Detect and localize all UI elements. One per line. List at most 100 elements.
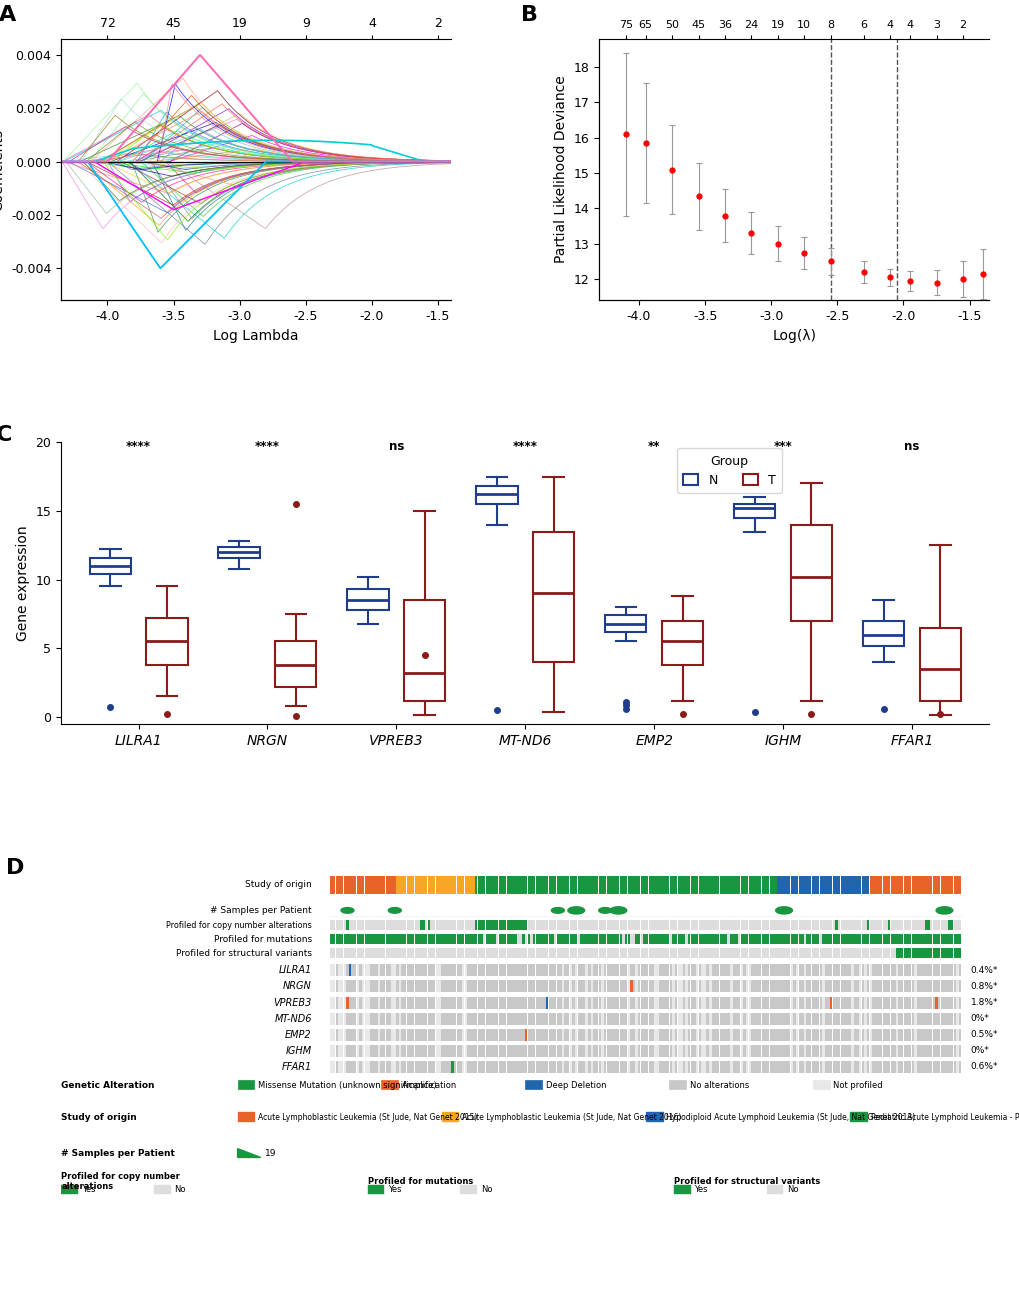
Bar bbox=[506, 981, 508, 992]
Bar bbox=[916, 949, 918, 959]
Bar bbox=[630, 949, 632, 959]
Bar bbox=[730, 1061, 732, 1073]
Bar bbox=[808, 934, 811, 945]
Bar bbox=[388, 1061, 390, 1073]
Bar bbox=[427, 934, 430, 945]
Bar bbox=[577, 1013, 580, 1025]
Bar bbox=[682, 996, 685, 1008]
Bar bbox=[606, 920, 608, 930]
Bar bbox=[625, 1044, 627, 1057]
Bar bbox=[577, 934, 580, 945]
Bar bbox=[848, 949, 850, 959]
Bar bbox=[663, 920, 666, 930]
Bar bbox=[756, 1044, 758, 1057]
Bar bbox=[800, 920, 803, 930]
Bar bbox=[490, 1044, 493, 1057]
Bar bbox=[490, 1061, 493, 1073]
Bar bbox=[332, 920, 335, 930]
Bar bbox=[763, 920, 766, 930]
Bar bbox=[727, 876, 730, 894]
Bar bbox=[459, 996, 462, 1008]
Bar bbox=[826, 949, 829, 959]
Bar bbox=[453, 920, 455, 930]
Bar bbox=[811, 964, 813, 977]
Bar bbox=[936, 996, 940, 1008]
Bar bbox=[816, 981, 818, 992]
Bar bbox=[888, 1013, 890, 1025]
Circle shape bbox=[774, 907, 792, 914]
Bar bbox=[420, 920, 422, 930]
Bar bbox=[738, 1061, 740, 1073]
Bar bbox=[613, 1013, 616, 1025]
Bar bbox=[808, 949, 811, 959]
Bar bbox=[690, 949, 693, 959]
Bar bbox=[498, 949, 500, 959]
Bar bbox=[840, 964, 842, 977]
Bar bbox=[435, 1013, 437, 1025]
Bar bbox=[345, 981, 348, 992]
Bar bbox=[903, 1029, 905, 1040]
Bar bbox=[598, 964, 600, 977]
Text: No: No bbox=[480, 1185, 492, 1194]
Bar bbox=[459, 934, 462, 945]
Bar bbox=[931, 1061, 934, 1073]
Bar bbox=[588, 1044, 590, 1057]
Bar bbox=[900, 1044, 903, 1057]
Bar bbox=[503, 1029, 505, 1040]
Bar bbox=[490, 996, 493, 1008]
Bar bbox=[375, 920, 377, 930]
Bar bbox=[572, 934, 574, 945]
Bar bbox=[708, 981, 711, 992]
Bar bbox=[758, 1044, 761, 1057]
Bar bbox=[921, 949, 923, 959]
Bar bbox=[603, 876, 605, 894]
Bar bbox=[420, 1013, 422, 1025]
Bar bbox=[663, 1061, 666, 1073]
Bar bbox=[863, 949, 866, 959]
Bar bbox=[782, 964, 785, 977]
Bar bbox=[514, 1029, 517, 1040]
Bar bbox=[881, 949, 884, 959]
Bar bbox=[517, 1061, 519, 1073]
Bar bbox=[485, 949, 487, 959]
Bar bbox=[462, 934, 464, 945]
Bar bbox=[522, 996, 524, 1008]
Bar bbox=[808, 996, 811, 1008]
Bar bbox=[690, 876, 693, 894]
Bar bbox=[530, 1013, 532, 1025]
Bar bbox=[884, 949, 887, 959]
Bar bbox=[417, 1029, 419, 1040]
Bar bbox=[622, 981, 624, 992]
Bar bbox=[488, 1061, 490, 1073]
Bar bbox=[756, 920, 758, 930]
Bar bbox=[863, 1013, 866, 1025]
Bar bbox=[879, 996, 881, 1008]
Bar bbox=[645, 949, 648, 959]
Bar bbox=[929, 1029, 931, 1040]
Bar bbox=[638, 1044, 640, 1057]
Bar bbox=[803, 1013, 805, 1025]
Bar bbox=[718, 1044, 721, 1057]
Bar bbox=[540, 934, 543, 945]
Bar bbox=[884, 1029, 887, 1040]
Bar bbox=[675, 949, 677, 959]
Bar bbox=[895, 876, 898, 894]
Bar bbox=[861, 1044, 863, 1057]
Bar bbox=[818, 1061, 821, 1073]
Bar bbox=[711, 1061, 713, 1073]
Bar bbox=[643, 1029, 645, 1040]
Bar bbox=[672, 996, 674, 1008]
Bar bbox=[603, 1013, 605, 1025]
Bar bbox=[467, 876, 469, 894]
Bar bbox=[838, 1044, 840, 1057]
Bar bbox=[598, 934, 600, 945]
Bar bbox=[750, 934, 753, 945]
Bar bbox=[448, 996, 450, 1008]
Bar bbox=[893, 1013, 895, 1025]
Bar bbox=[435, 1061, 437, 1073]
Bar bbox=[407, 949, 409, 959]
Bar bbox=[713, 996, 716, 1008]
Bar bbox=[345, 920, 348, 930]
Bar bbox=[404, 981, 406, 992]
Bar bbox=[598, 1029, 600, 1040]
